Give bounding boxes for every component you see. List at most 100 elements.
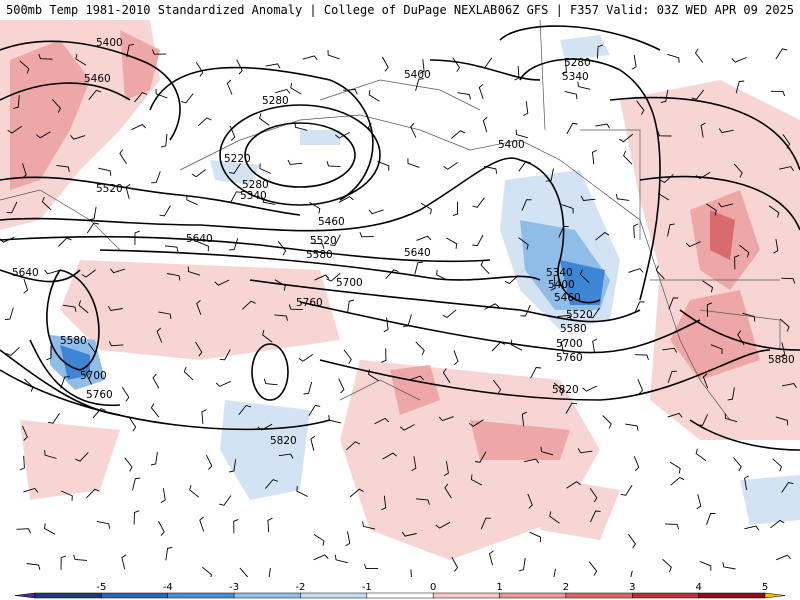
wind-barb — [655, 265, 665, 280]
wind-barb — [706, 203, 717, 216]
wind-barb — [343, 349, 352, 364]
contour-label: 5340 — [546, 267, 573, 279]
wind-barb — [660, 89, 669, 103]
wind-barb — [549, 511, 560, 524]
wind-barb — [229, 125, 236, 141]
contour-label: 5520 — [96, 183, 123, 195]
colorbar-segment — [101, 592, 168, 599]
wind-barb — [620, 484, 633, 496]
wind-barb — [770, 519, 785, 529]
wind-barb — [326, 160, 341, 168]
wind-barb — [219, 349, 231, 361]
wind-barb — [349, 488, 364, 498]
wind-barb — [710, 344, 723, 354]
wind-barb — [199, 516, 205, 532]
wind-barb — [328, 415, 342, 424]
wind-barb — [56, 164, 70, 172]
contour-label: 5640 — [12, 267, 39, 279]
contour-label: 5340 — [562, 71, 589, 83]
wind-barb — [630, 570, 633, 577]
wind-barb — [415, 341, 425, 356]
wind-barb — [262, 197, 276, 205]
contour-label: 5520 — [566, 309, 593, 321]
contour-label: 5400 — [96, 37, 123, 49]
wind-barb — [615, 193, 630, 201]
wind-barb — [108, 341, 124, 347]
wind-barb — [550, 276, 556, 291]
contour-label: 5400 — [548, 279, 575, 291]
wind-barb — [44, 523, 56, 535]
wind-barb — [667, 412, 683, 418]
wind-barb — [267, 517, 273, 533]
wind-barb — [482, 117, 488, 133]
wind-barb — [631, 54, 637, 70]
wind-barb — [58, 237, 72, 247]
wind-barb — [23, 487, 39, 493]
wind-barb — [727, 387, 735, 401]
contour-label: 5520 — [310, 235, 337, 247]
wind-barb — [338, 378, 345, 394]
wind-barb — [420, 202, 432, 215]
colorbar-segment — [300, 592, 368, 599]
wind-barb — [401, 531, 417, 537]
negative-anomaly-shading — [50, 35, 800, 525]
wind-barb — [133, 510, 140, 525]
wind-barb — [385, 269, 399, 280]
wind-barb — [367, 123, 376, 138]
wind-barb — [731, 57, 747, 63]
wind-barb — [230, 191, 242, 203]
wind-barb — [699, 560, 712, 571]
wind-barb — [436, 269, 448, 281]
wind-barb — [718, 202, 734, 208]
wind-barb — [706, 512, 716, 525]
wind-barb — [47, 413, 60, 424]
wind-barb — [158, 520, 165, 536]
wind-barb — [579, 269, 590, 284]
wind-barb — [734, 254, 740, 270]
wind-barb — [577, 81, 591, 90]
wind-barb — [416, 498, 430, 505]
wind-barb — [134, 92, 148, 103]
wind-barb — [410, 122, 417, 138]
wind-barb — [438, 416, 454, 422]
wind-barb — [381, 495, 387, 511]
wind-barb — [446, 237, 458, 249]
wind-barb — [524, 458, 540, 464]
wind-barb — [274, 279, 286, 291]
wind-barb — [86, 488, 100, 499]
colorbar-segment — [167, 592, 235, 599]
colorbar-tick-label: 4 — [695, 582, 701, 593]
wind-barb — [359, 232, 374, 238]
colorbar-tick-label: 2 — [563, 582, 569, 593]
wind-barb — [415, 78, 424, 91]
wind-barb — [780, 342, 786, 358]
wind-barb — [553, 568, 556, 577]
wind-barb — [781, 481, 794, 493]
colorbar-segment — [34, 592, 102, 599]
wind-barb — [89, 206, 97, 221]
wind-barb — [742, 312, 756, 322]
wind-barb — [73, 554, 88, 561]
wind-barb — [119, 149, 127, 164]
contour-label: 5460 — [318, 216, 345, 228]
wind-barb — [480, 260, 490, 275]
wind-barb — [160, 488, 166, 503]
wind-barb — [13, 95, 20, 109]
wind-barb — [634, 354, 649, 360]
wind-barb — [775, 48, 788, 60]
wind-barb — [202, 566, 213, 577]
wind-barb — [623, 150, 633, 165]
wind-barb — [78, 300, 89, 314]
wind-barb — [685, 241, 701, 248]
wind-barb — [665, 523, 680, 530]
wind-barb — [262, 329, 273, 343]
positive-anomaly-shading — [0, 20, 800, 560]
wind-barb — [259, 113, 270, 126]
wind-barb — [634, 301, 645, 313]
wind-barb — [518, 237, 529, 250]
contour-label: 5280 — [564, 57, 591, 69]
wind-barb — [504, 274, 519, 285]
wind-barb — [527, 493, 533, 509]
wind-barb — [561, 59, 567, 75]
wind-barb — [335, 132, 350, 139]
